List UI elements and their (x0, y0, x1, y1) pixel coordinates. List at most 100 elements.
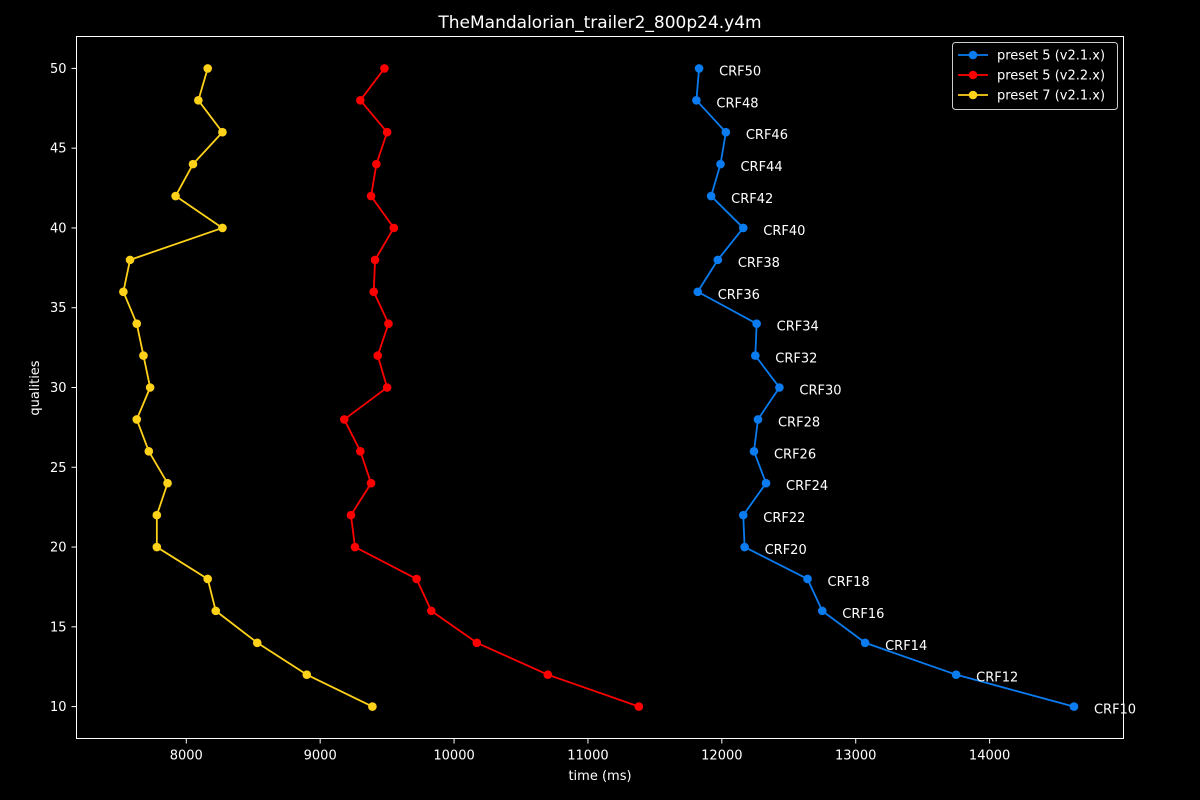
series-layer (119, 64, 1079, 711)
data-point (211, 606, 221, 616)
chart-title: TheMandalorian_trailer2_800p24.y4m (437, 13, 761, 33)
point-label: CRF22 (763, 511, 805, 526)
x-tick-label: 14000 (969, 749, 1010, 764)
y-tick-label: 35 (50, 301, 67, 316)
data-point (132, 319, 142, 328)
data-point (346, 510, 356, 520)
legend-marker (968, 90, 978, 100)
data-point (203, 64, 213, 73)
data-point (740, 542, 749, 552)
data-point (753, 415, 763, 424)
data-point (252, 638, 262, 648)
data-point (803, 574, 812, 584)
data-point (144, 447, 154, 456)
series-1 (692, 64, 1079, 711)
data-point (692, 96, 701, 105)
data-point (716, 159, 725, 169)
data-point (543, 670, 553, 679)
point-label: CRF28 (778, 415, 820, 430)
x-tick-label: 9000 (304, 749, 337, 764)
data-point (368, 702, 377, 711)
legend: preset 5 (v2.1.x) preset 5 (v2.2.x) preset… (952, 42, 1118, 110)
data-point (382, 383, 392, 392)
point-label: CRF34 (777, 320, 819, 335)
data-point (713, 255, 723, 265)
data-point (152, 542, 162, 552)
data-point (356, 447, 365, 456)
data-point (218, 223, 227, 233)
data-point (119, 287, 128, 297)
legend-item-2: preset 5 (v2.2.x) (958, 69, 1105, 84)
data-point (350, 542, 360, 552)
x-axis: 8000 9000 10000 11000 12000 13000 14000 (170, 738, 1010, 764)
data-point (412, 574, 421, 584)
legend-box (952, 42, 1118, 110)
point-label: CRF10 (1094, 703, 1136, 718)
data-point (427, 606, 436, 616)
data-point (132, 415, 142, 424)
data-point (163, 478, 172, 488)
y-tick-label: 45 (50, 142, 67, 157)
point-label: CRF16 (842, 607, 884, 622)
data-point (752, 319, 761, 328)
legend-label: preset 5 (v2.1.x) (997, 49, 1105, 64)
data-point (738, 510, 748, 520)
data-point (339, 415, 349, 424)
point-label: CRF20 (765, 543, 807, 558)
point-label: CRF32 (775, 352, 817, 367)
data-point (369, 287, 379, 297)
data-point (188, 159, 198, 169)
data-point (706, 191, 716, 201)
x-tick-label: 8000 (170, 749, 203, 764)
y-tick-label: 30 (50, 381, 67, 396)
data-point (738, 223, 748, 233)
data-point (152, 510, 162, 520)
data-point (721, 127, 731, 137)
legend-label: preset 7 (v2.1.x) (997, 89, 1105, 104)
data-point (951, 670, 961, 679)
data-point (145, 383, 155, 392)
point-label: CRF44 (740, 160, 782, 175)
data-point (694, 64, 704, 73)
y-tick-label: 15 (50, 620, 67, 635)
point-labels: CRF50 CRF48 CRF46 CRF44 CRF42 CRF40 CRF38 CRF36… (716, 64, 1136, 717)
x-tick-label: 12000 (701, 749, 742, 764)
data-point (139, 351, 148, 360)
data-point (366, 191, 376, 201)
data-point (373, 351, 383, 360)
legend-label: preset 5 (v2.2.x) (997, 69, 1105, 84)
point-label: CRF42 (731, 192, 773, 207)
data-point (389, 223, 399, 233)
x-tick-label: 10000 (433, 749, 474, 764)
data-point (1069, 702, 1079, 711)
point-label: CRF48 (716, 96, 758, 111)
data-point (203, 574, 213, 584)
legend-marker (968, 70, 978, 80)
x-tick-label: 13000 (835, 749, 876, 764)
point-label: CRF12 (976, 671, 1018, 686)
data-point (194, 96, 203, 105)
legend-item-3: preset 7 (v2.1.x) (958, 89, 1105, 104)
data-point (356, 96, 365, 105)
legend-item-1: preset 5 (v2.1.x) (958, 49, 1105, 64)
y-axis-label: qualities (28, 360, 43, 415)
legend-marker (968, 50, 978, 60)
point-label: CRF24 (786, 479, 828, 494)
y-tick-label: 20 (50, 541, 67, 556)
data-point (817, 606, 827, 616)
y-axis: 10 15 20 25 30 35 40 45 50 (50, 62, 77, 715)
data-point (634, 702, 644, 711)
data-point (370, 255, 380, 265)
data-point (775, 383, 784, 392)
data-point (693, 287, 703, 297)
x-axis-label: time (ms) (568, 769, 631, 784)
point-label: CRF18 (828, 575, 870, 590)
data-point (302, 670, 312, 679)
data-point (761, 478, 771, 488)
data-point (218, 127, 227, 137)
point-label: CRF30 (799, 384, 841, 399)
series-2 (339, 64, 644, 711)
data-point (384, 319, 393, 328)
